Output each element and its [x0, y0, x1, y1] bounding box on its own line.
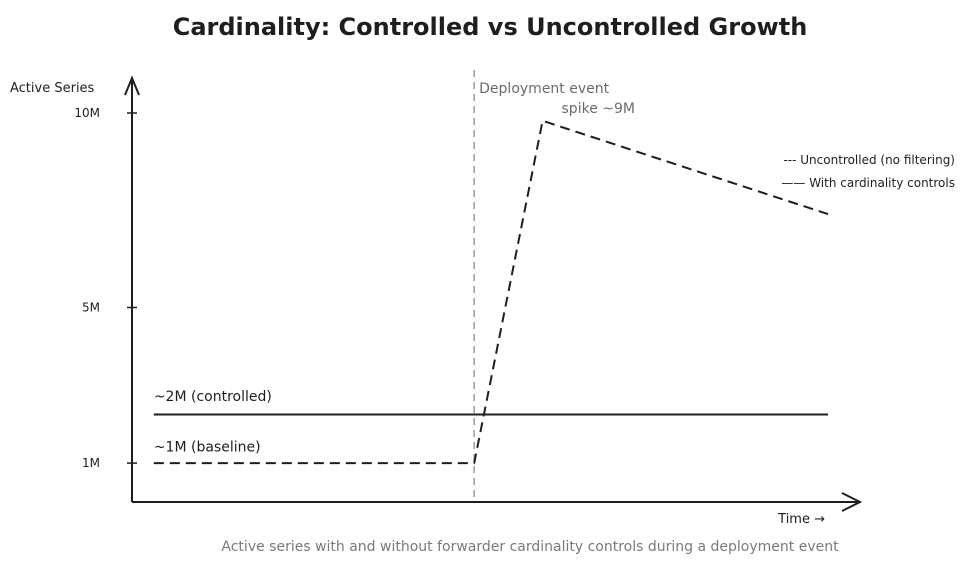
annotation-controlled-level: ~2M (controlled)	[154, 389, 272, 405]
event-layer: Deployment event	[473, 70, 610, 502]
annotation-spike: spike ~9M	[562, 101, 635, 117]
legend-entry-controlled: —— With cardinality controls	[781, 176, 955, 190]
y-tick-label: 1M	[82, 456, 100, 470]
annotation-baseline-level: ~1M (baseline)	[154, 439, 261, 455]
x-axis-arrow	[841, 492, 863, 512]
y-tick-label: 10M	[74, 106, 100, 120]
deployment-event-label: Deployment event	[479, 81, 609, 97]
y-tick-label: 5M	[82, 301, 100, 315]
y-ticks: 1M 5M 10M	[74, 106, 137, 470]
chart-caption: Active series with and without forwarder…	[221, 539, 839, 555]
chart-title: Cardinality: Controlled vs Uncontrolled …	[173, 13, 808, 41]
legend: --- Uncontrolled (no filtering) —— With …	[781, 153, 955, 190]
y-axis-arrow	[124, 75, 140, 96]
legend-entry-uncontrolled: --- Uncontrolled (no filtering)	[783, 153, 955, 167]
x-axis-label: Time →	[777, 512, 825, 527]
axes	[124, 75, 863, 512]
annotations: spike ~9M ~2M (controlled) ~1M (baseline)	[154, 101, 635, 455]
y-axis-label: Active Series	[10, 81, 95, 96]
series-layer	[153, 119, 829, 465]
series-line-uncontrolled	[153, 119, 829, 465]
